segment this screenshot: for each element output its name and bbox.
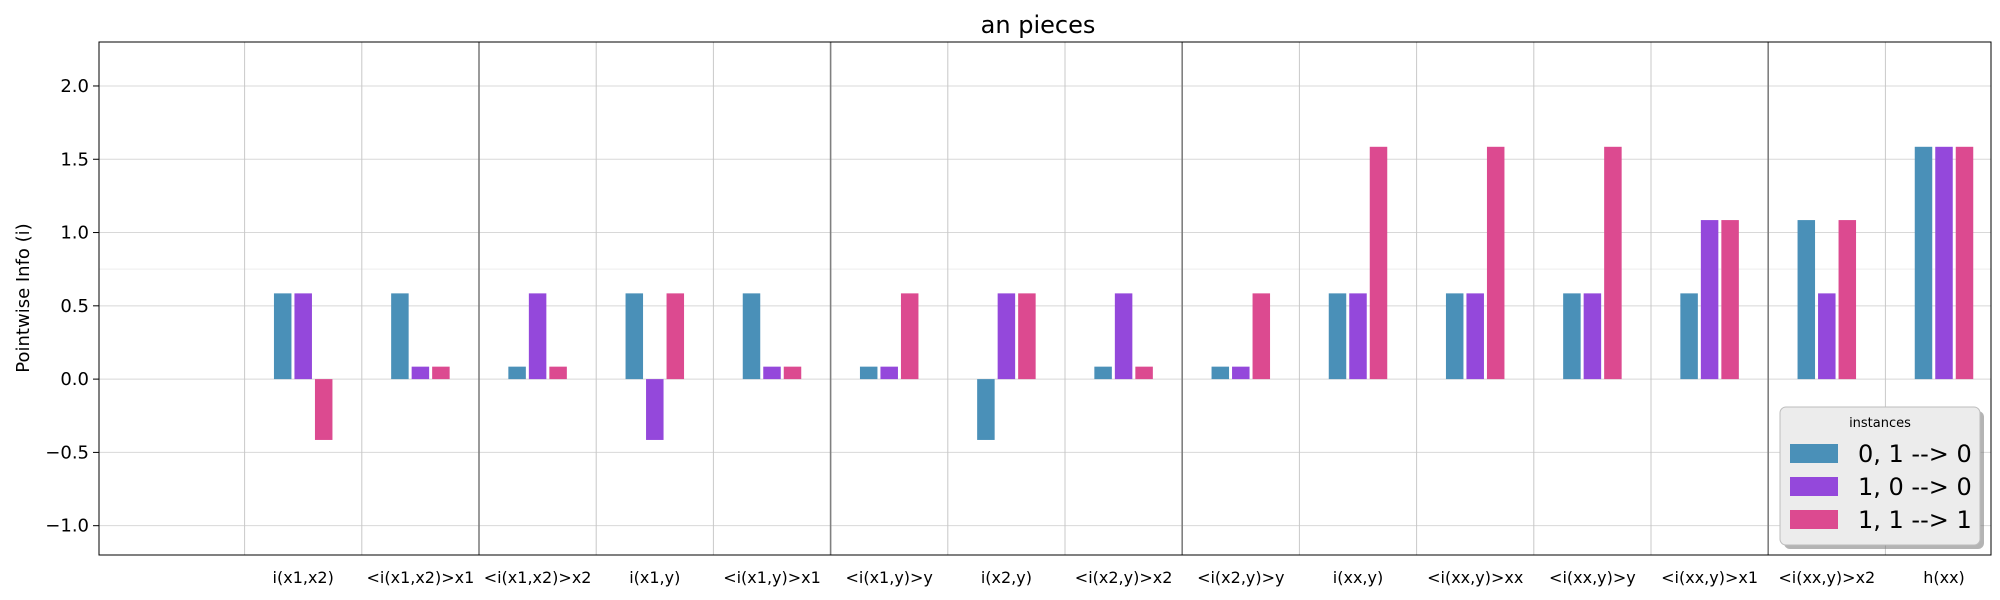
bars: [273, 146, 1974, 440]
legend-swatch: [1790, 510, 1838, 529]
bar: [1563, 293, 1581, 380]
bar: [1349, 293, 1367, 380]
x-tick-label: i(x2,y): [981, 568, 1032, 587]
x-tick-label: i(x1,x2): [273, 568, 334, 587]
x-tick-label: <i(x1,y)>y: [845, 568, 932, 587]
bar: [1604, 146, 1622, 380]
bar: [742, 293, 761, 380]
bar: [1838, 220, 1857, 380]
bar: [549, 366, 567, 380]
x-tick-label: <i(x2,y)>x2: [1075, 568, 1173, 587]
bar: [1466, 293, 1484, 380]
bar: [1445, 293, 1464, 380]
bar: [528, 293, 547, 380]
bar: [1486, 146, 1505, 380]
y-tick-label: 0.0: [60, 369, 89, 390]
bar: [880, 366, 898, 380]
bar: [1955, 146, 1974, 380]
y-tick-label: 1.5: [60, 149, 89, 170]
x-axis-tick-labels: i(x1,x2) <i(x1,x2)>x1 <i(x1,x2)>x2 i(x1,y) <…: [273, 568, 1965, 587]
bar: [314, 379, 333, 440]
plot-frame: [98, 41, 1992, 556]
y-grid: [99, 85, 1991, 527]
legend-entry: 0, 1 --> 0: [1858, 440, 1972, 468]
legend-swatch: [1790, 444, 1838, 463]
y-tick-label: 0.5: [60, 296, 89, 317]
bar: [411, 366, 430, 380]
bar: [391, 293, 409, 380]
y-tick-label: 1.0: [60, 223, 89, 244]
bar: [1252, 293, 1271, 380]
x-tick-label: <i(x2,y)>y: [1197, 568, 1284, 587]
bar: [625, 293, 644, 380]
x-tick-label: <i(x1,x2)>x2: [484, 568, 592, 587]
legend-title: instances: [1849, 416, 1911, 431]
chart-title: an pieces: [981, 11, 1096, 39]
y-tick-label: −0.5: [45, 442, 89, 463]
y-tick-label: −1.0: [45, 516, 89, 537]
bar: [1018, 293, 1036, 380]
bar: [1818, 293, 1836, 380]
x-tick-label: <i(xx,y)>x1: [1661, 568, 1758, 587]
legend-swatch: [1790, 477, 1838, 496]
bar: [1700, 220, 1719, 380]
x-tick-label: i(xx,y): [1333, 568, 1383, 587]
bar: [1114, 293, 1133, 380]
bar: [1721, 220, 1739, 380]
bar: [859, 366, 878, 380]
x-tick-label: <i(x1,y)>x1: [723, 568, 821, 587]
bar: [1135, 366, 1153, 380]
bar: [1914, 146, 1933, 380]
bar: [1583, 293, 1602, 380]
bar: [294, 293, 312, 380]
bar: [763, 366, 781, 380]
bar: [1328, 293, 1347, 380]
bar: [1680, 293, 1698, 380]
bar: [977, 379, 995, 440]
legend-entry: 1, 1 --> 1: [1858, 506, 1972, 534]
x-tick-label: <i(xx,y)>y: [1549, 568, 1636, 587]
bar: [666, 293, 685, 380]
bar: [1797, 220, 1816, 380]
legend-entry: 1, 0 --> 0: [1858, 473, 1972, 501]
x-tick-label: <i(x1,x2)>x1: [367, 568, 475, 587]
y-tick-label: 2.0: [60, 76, 89, 97]
x-tick-label: <i(xx,y)>x2: [1778, 568, 1875, 587]
bar: [432, 366, 450, 380]
x-tick-label: <i(xx,y)>xx: [1427, 568, 1523, 587]
bar: [1211, 366, 1230, 380]
bar: [273, 293, 292, 380]
bar: [783, 366, 802, 380]
x-tick-label: i(x1,y): [629, 568, 680, 587]
bar: [508, 366, 526, 380]
x-tick-label: h(xx): [1923, 568, 1965, 587]
y-axis-ticks: −1.0 −0.5 0.0 0.5 1.0 1.5 2.0: [45, 76, 99, 537]
bar: [997, 293, 1016, 380]
bar: [646, 379, 664, 440]
legend: instances 0, 1 --> 0 1, 0 --> 0 1, 1 --> 1: [1779, 406, 1984, 549]
bar: [1232, 366, 1250, 380]
bar: [900, 293, 919, 380]
y-axis-label: Pointwise Info (i): [13, 223, 34, 372]
bar: [1094, 366, 1112, 380]
bar: [1369, 146, 1388, 380]
bar: [1935, 146, 1953, 380]
